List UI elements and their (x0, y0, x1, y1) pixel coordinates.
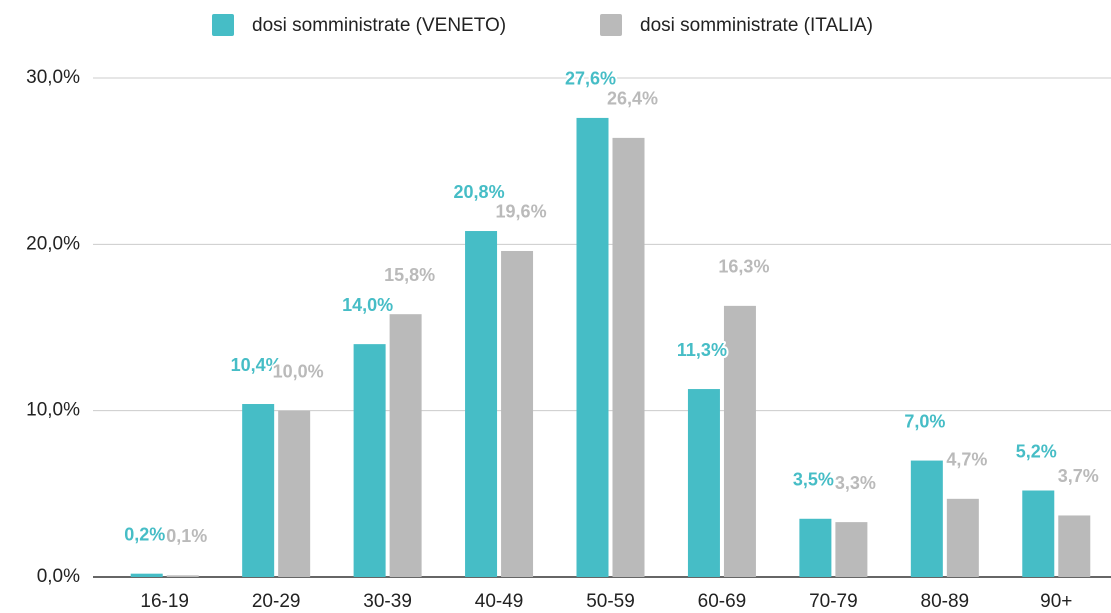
bar (501, 250, 534, 577)
x-tick-label: 60-69 (698, 591, 747, 612)
legend-label: dosi somministrate (VENETO) (252, 15, 506, 36)
y-tick-label: 0,0% (37, 566, 80, 587)
data-label: 3,3% (835, 473, 876, 493)
x-tick-label: 50-59 (586, 591, 635, 612)
data-label: 27,6% (565, 69, 616, 89)
data-label: 10,0% (273, 361, 324, 381)
bar (946, 498, 979, 577)
data-label: 26,4% (607, 89, 658, 109)
data-label: 20,8% (454, 182, 505, 202)
y-tick-label: 10,0% (26, 400, 80, 421)
x-tick-label: 80-89 (921, 591, 970, 612)
bar (612, 137, 645, 577)
bar (242, 404, 275, 577)
x-tick-label: 30-39 (363, 591, 412, 612)
legend-swatch (212, 14, 234, 36)
bar (353, 344, 386, 577)
data-label: 19,6% (496, 202, 547, 222)
bar (1022, 490, 1055, 577)
bar (910, 460, 943, 577)
data-label: 11,3% (677, 340, 727, 360)
x-tick-label: 20-29 (252, 591, 301, 612)
data-label: 3,5% (793, 470, 834, 490)
bar (799, 518, 832, 577)
data-label: 0,2% (124, 524, 165, 544)
data-label: 14,0% (342, 295, 393, 315)
bar (723, 305, 756, 577)
bar (687, 389, 720, 577)
y-tick-label: 30,0% (26, 67, 80, 88)
x-tick-label: 90+ (1040, 591, 1072, 612)
bar (1058, 515, 1091, 577)
data-label: 15,8% (384, 265, 435, 285)
data-label: 5,2% (1016, 441, 1057, 461)
x-tick-label: 40-49 (475, 591, 524, 612)
bar (278, 410, 311, 577)
bar (166, 575, 199, 577)
legend-swatch (600, 14, 622, 36)
data-label: 3,7% (1058, 466, 1099, 486)
y-tick-label: 20,0% (26, 233, 80, 254)
x-tick-label: 70-79 (809, 591, 858, 612)
bar (389, 314, 422, 577)
x-tick-label: 16-19 (140, 591, 189, 612)
data-label: 4,7% (946, 450, 987, 470)
data-label: 10,4% (231, 355, 282, 375)
data-label: 7,0% (904, 411, 945, 431)
data-label: 0,1% (166, 526, 207, 546)
bar (835, 522, 868, 577)
bar (130, 573, 163, 577)
bar (576, 117, 609, 578)
bar (465, 231, 498, 577)
data-label: 16,3% (718, 257, 769, 277)
legend-label: dosi somministrate (ITALIA) (640, 15, 873, 36)
